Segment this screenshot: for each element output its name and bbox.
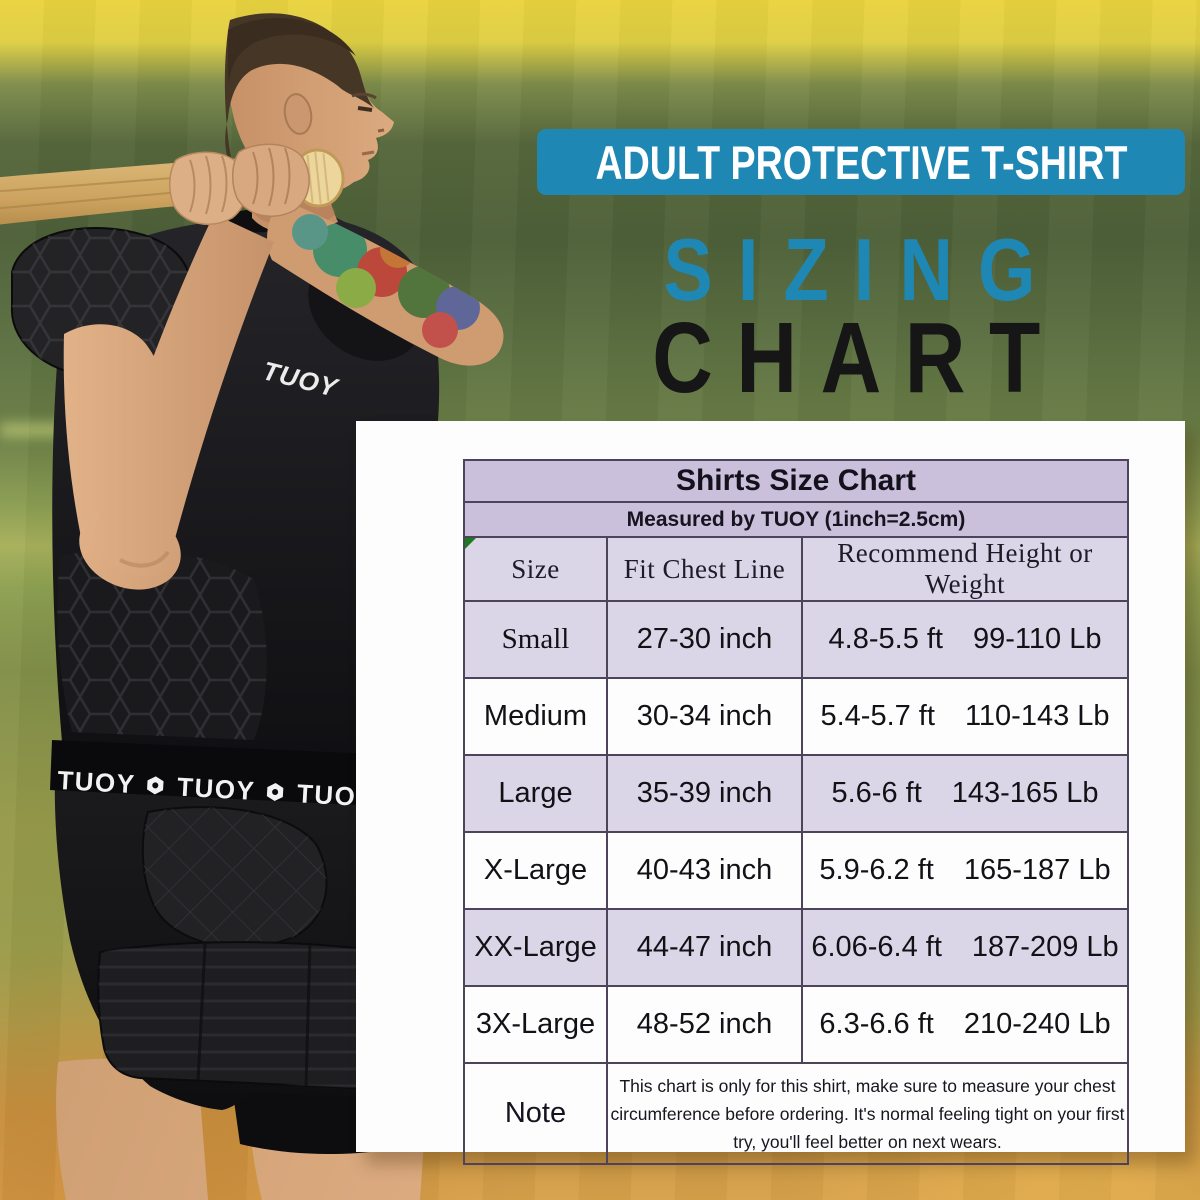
note-text: This chart is only for this shirt, make …	[606, 1062, 1129, 1165]
table-row-3xlarge: 3X-Large 48-52 inch 6.3-6.6 ft 210-240 Lb	[463, 985, 1129, 1064]
table-subtitle: Measured by TUOY (1inch=2.5cm)	[463, 501, 1129, 538]
size-cell: XX-Large	[463, 908, 608, 987]
table-row-large: Large 35-39 inch 5.6-6 ft 143-165 Lb	[463, 754, 1129, 833]
table-row-medium: Medium 30-34 inch 5.4-5.7 ft 110-143 Lb	[463, 677, 1129, 756]
chest-cell: 48-52 inch	[606, 985, 803, 1064]
banner: ADULT PROTECTIVE T-SHIRT	[537, 129, 1185, 195]
table-row-small: Small 27-30 inch 4.8-5.5 ft 99-110 Lb	[463, 600, 1129, 679]
column-header-size: Size	[463, 536, 608, 602]
table-row-xxlarge: XX-Large 44-47 inch 6.06-6.4 ft 187-209 L…	[463, 908, 1129, 987]
tuoy-logo-icon	[266, 783, 284, 802]
chest-cell: 40-43 inch	[606, 831, 803, 910]
recommend-cell: 6.3-6.6 ft 210-240 Lb	[801, 985, 1129, 1064]
hair	[224, 13, 374, 176]
size-cell: Large	[463, 754, 608, 833]
recommend-cell: 5.6-6 ft 143-165 Lb	[801, 754, 1129, 833]
athlete-photo: TUOY	[0, 13, 504, 1200]
waistband: TUOY TUOY TUOY	[50, 740, 424, 813]
table-row-xlarge: X-Large 40-43 inch 5.9-6.2 ft 165-187 Lb	[463, 831, 1129, 910]
waistband-brand: TUOY	[57, 765, 137, 799]
tuoy-logo-icon	[147, 776, 164, 795]
gripping-hands	[169, 143, 310, 225]
size-chart-panel: Shirts Size Chart Measured by TUOY (1inc…	[356, 421, 1185, 1165]
column-header-recommend: Recommend Height or Weight	[801, 536, 1129, 602]
recommend-cell: 5.4-5.7 ft 110-143 Lb	[801, 677, 1129, 756]
chest-cell: 30-34 inch	[606, 677, 803, 756]
table-row-note: Note This chart is only for this shirt, …	[463, 1062, 1129, 1165]
recommend-cell: 5.9-6.2 ft 165-187 Lb	[801, 831, 1129, 910]
size-cell: Medium	[463, 677, 608, 756]
recommend-cell: 4.8-5.5 ft 99-110 Lb	[801, 600, 1129, 679]
size-cell: Small	[463, 600, 608, 679]
table-title: Shirts Size Chart	[463, 459, 1129, 503]
note-label: Note	[463, 1062, 608, 1165]
title-chart: CHART	[652, 302, 1064, 414]
near-arm	[63, 214, 274, 590]
column-header-chest: Fit Chest Line	[606, 536, 803, 602]
banner-label: ADULT PROTECTIVE T-SHIRT	[595, 135, 1127, 189]
size-cell: X-Large	[463, 831, 608, 910]
size-cell: 3X-Large	[463, 985, 608, 1064]
chest-cell: 44-47 inch	[606, 908, 803, 987]
ear	[283, 93, 313, 135]
waistband-brand: TUOY	[176, 772, 256, 806]
recommend-cell: 6.06-6.4 ft 187-209 Lb	[801, 908, 1129, 987]
padded-shorts	[54, 748, 441, 1110]
chest-cell: 27-30 inch	[606, 600, 803, 679]
chest-cell: 35-39 inch	[606, 754, 803, 833]
title-sizing: SIZING	[663, 220, 1061, 319]
size-chart-table: Shirts Size Chart Measured by TUOY (1inc…	[463, 459, 1129, 1165]
